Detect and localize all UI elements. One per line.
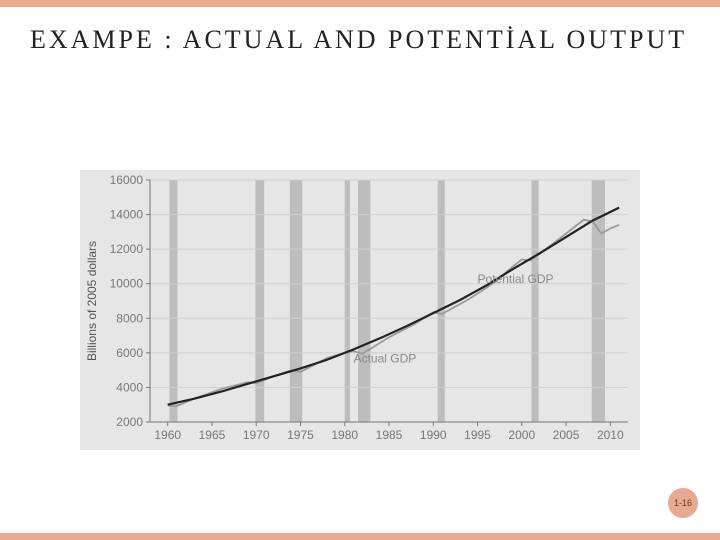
chart-annotation: Potential GDP bbox=[478, 272, 554, 286]
slide: EXAMPE : ACTUAL AND POTENTİAL OUTPUT 200… bbox=[0, 0, 720, 540]
gdp-chart: 2000 4000 6000 8000 10000 12000 14000 16000 1960… bbox=[80, 170, 640, 450]
y-tick-label: 16000 bbox=[110, 173, 144, 187]
x-tick-label: 1980 bbox=[331, 428, 358, 442]
accent-bar-top bbox=[0, 0, 720, 7]
y-tick-label: 6000 bbox=[116, 346, 143, 360]
x-tick-label: 1985 bbox=[376, 428, 403, 442]
page-number-badge: 1-16 bbox=[668, 488, 698, 518]
x-tick-label: 1965 bbox=[199, 428, 226, 442]
accent-bar-bottom bbox=[0, 533, 720, 540]
x-tick-label: 1995 bbox=[464, 428, 491, 442]
page-number: 1-16 bbox=[674, 498, 692, 508]
y-tick-label: 12000 bbox=[110, 242, 144, 256]
y-tick-label: 4000 bbox=[116, 380, 143, 394]
x-tick-label: 2005 bbox=[553, 428, 580, 442]
plot-bg bbox=[150, 180, 628, 422]
recession-band bbox=[358, 180, 370, 422]
recession-band bbox=[345, 180, 350, 422]
y-tick-label: 2000 bbox=[116, 415, 143, 429]
chart-container: 2000 4000 6000 8000 10000 12000 14000 16000 1960… bbox=[80, 170, 640, 450]
x-tick-label: 2000 bbox=[508, 428, 535, 442]
x-tick-label: 1990 bbox=[420, 428, 447, 442]
recession-band bbox=[169, 180, 177, 422]
recession-band bbox=[255, 180, 264, 422]
recession-band bbox=[438, 180, 445, 422]
slide-title: EXAMPE : ACTUAL AND POTENTİAL OUTPUT bbox=[30, 22, 690, 57]
x-tick-label: 1975 bbox=[287, 428, 314, 442]
x-tick-label: 2010 bbox=[597, 428, 624, 442]
y-tick-label: 10000 bbox=[110, 277, 144, 291]
y-tick-label: 14000 bbox=[110, 208, 144, 222]
y-tick-label: 8000 bbox=[116, 311, 143, 325]
recession-band bbox=[532, 180, 539, 422]
x-tick-label: 1960 bbox=[154, 428, 181, 442]
chart-annotation: Actual GDP bbox=[354, 351, 417, 365]
recession-band bbox=[290, 180, 302, 422]
y-axis-label: Billions of 2005 dollars bbox=[85, 241, 99, 361]
x-tick-label: 1970 bbox=[243, 428, 270, 442]
